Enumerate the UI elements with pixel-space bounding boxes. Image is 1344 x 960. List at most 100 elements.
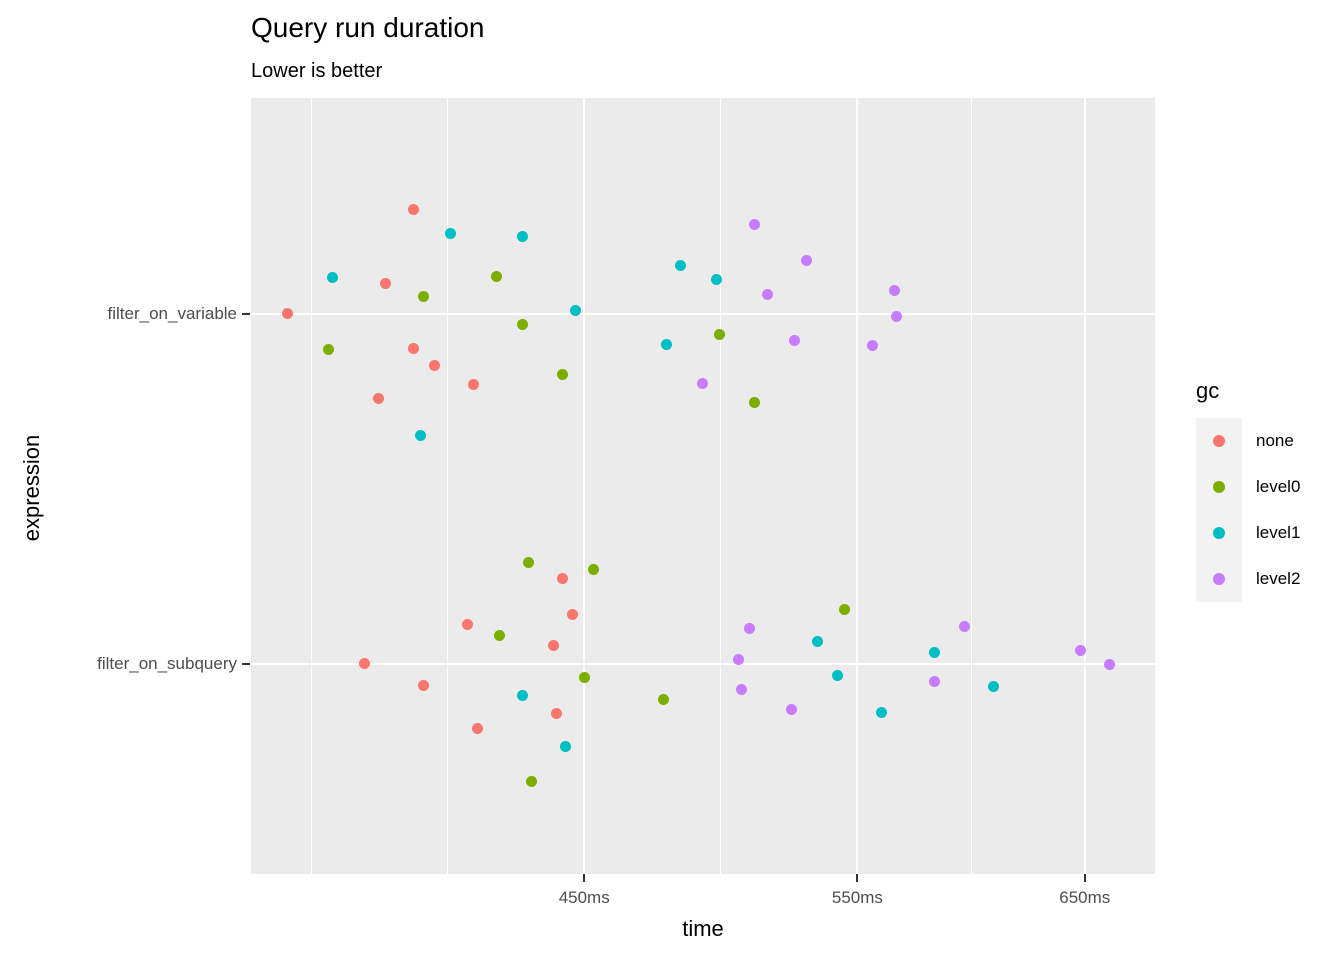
x-tick <box>856 874 859 882</box>
data-point-level0 <box>516 319 528 331</box>
data-point-level2 <box>890 311 902 323</box>
x-axis-title: time <box>682 916 724 941</box>
legend-label: none <box>1256 431 1294 450</box>
data-point-level1 <box>445 228 457 240</box>
data-point-level2 <box>801 255 813 267</box>
data-point-level2 <box>928 676 940 688</box>
plot-panel <box>251 98 1155 874</box>
x-tick <box>1083 874 1086 882</box>
data-point-level2 <box>762 289 774 301</box>
legend-dot-level2 <box>1213 573 1225 585</box>
legend-label: level0 <box>1256 477 1301 496</box>
legend-entry-none: none <box>1196 418 1344 464</box>
data-point-none <box>408 343 420 355</box>
data-point-level2 <box>732 654 744 666</box>
data-point-level1 <box>811 636 823 648</box>
data-point-level2 <box>785 704 797 716</box>
data-point-level2 <box>735 684 747 696</box>
x-tick-label: 650ms <box>1059 888 1111 907</box>
y-tick <box>242 662 250 665</box>
data-point-level2 <box>1075 645 1087 657</box>
legend-entry-level1: level1 <box>1196 510 1344 556</box>
y-axis-title: expression <box>19 434 44 542</box>
data-point-level0 <box>494 630 506 642</box>
data-point-level1 <box>660 339 672 351</box>
data-point-level1 <box>831 670 843 682</box>
y-category-label: filter_on_subquery <box>97 653 237 673</box>
data-point-level1 <box>569 305 581 317</box>
y-tick <box>242 312 250 315</box>
data-point-level1 <box>928 647 940 659</box>
legend-dot-none <box>1213 435 1225 447</box>
legend-label: level2 <box>1256 569 1301 588</box>
gridline-major-x <box>1083 98 1086 874</box>
data-point-none <box>359 658 371 670</box>
data-point-level1 <box>711 274 723 286</box>
data-point-none <box>373 393 385 405</box>
data-point-level1 <box>876 707 888 719</box>
legend-label: level1 <box>1256 523 1301 542</box>
data-point-level1 <box>414 430 426 442</box>
data-point-level2 <box>697 378 709 390</box>
data-point-none <box>566 609 578 621</box>
data-point-level1 <box>675 260 687 272</box>
data-point-none <box>551 708 563 720</box>
gridline-major-y <box>251 662 1155 665</box>
data-point-level0 <box>713 329 725 341</box>
data-point-none <box>471 723 483 735</box>
data-point-none <box>557 573 569 585</box>
legend-dot-level1 <box>1213 527 1225 539</box>
data-point-level2 <box>788 335 800 347</box>
data-point-none <box>468 379 480 391</box>
legend-title: gc <box>1196 378 1220 403</box>
data-point-level2 <box>958 621 970 633</box>
legend-entry-level2: level2 <box>1196 556 1344 602</box>
data-point-level0 <box>839 604 851 616</box>
data-point-level0 <box>491 271 503 283</box>
data-point-none <box>408 204 420 216</box>
data-point-level2 <box>743 623 755 635</box>
gridline-major-y <box>251 312 1155 315</box>
data-point-level0 <box>557 369 569 381</box>
page-title: Query run duration <box>251 12 485 43</box>
data-point-level0 <box>578 672 590 684</box>
y-category-label: filter_on_variable <box>107 303 237 323</box>
legend-entry-level0: level0 <box>1196 464 1344 510</box>
data-point-level0 <box>526 776 538 788</box>
data-point-none <box>282 308 294 320</box>
data-point-none <box>380 278 392 290</box>
gridline-minor-x <box>310 98 312 874</box>
data-point-level2 <box>1104 659 1116 671</box>
data-point-level1 <box>560 741 572 753</box>
data-point-level0 <box>418 291 430 303</box>
legend: gc none level0 level1 level2 <box>1196 378 1344 602</box>
data-point-none <box>428 360 440 372</box>
gridline-major-x <box>583 98 586 874</box>
legend-dot-level0 <box>1213 481 1225 493</box>
x-tick-label: 450ms <box>558 888 610 907</box>
legend-rows: none level0 level1 level2 <box>1196 418 1344 602</box>
data-point-level2 <box>888 285 900 297</box>
gridline-minor-x <box>970 98 972 874</box>
data-point-none <box>461 619 473 631</box>
data-point-none <box>418 680 430 692</box>
data-point-none <box>548 640 560 652</box>
data-point-level1 <box>326 272 338 284</box>
x-tick <box>583 874 586 882</box>
data-point-level1 <box>516 231 528 243</box>
data-point-level1 <box>516 690 528 702</box>
data-point-level0 <box>749 397 761 409</box>
data-point-level0 <box>323 344 335 356</box>
page-subtitle: Lower is better <box>251 60 383 82</box>
gridline-minor-x <box>720 98 722 874</box>
gridline-minor-x <box>447 98 449 874</box>
data-point-level1 <box>988 681 1000 693</box>
data-point-level2 <box>749 219 761 231</box>
data-point-level0 <box>587 564 599 576</box>
data-point-level0 <box>523 557 535 569</box>
x-tick-label: 550ms <box>831 888 883 907</box>
gridline-major-x <box>856 98 859 874</box>
data-point-level2 <box>866 340 878 352</box>
data-point-level0 <box>658 694 670 706</box>
